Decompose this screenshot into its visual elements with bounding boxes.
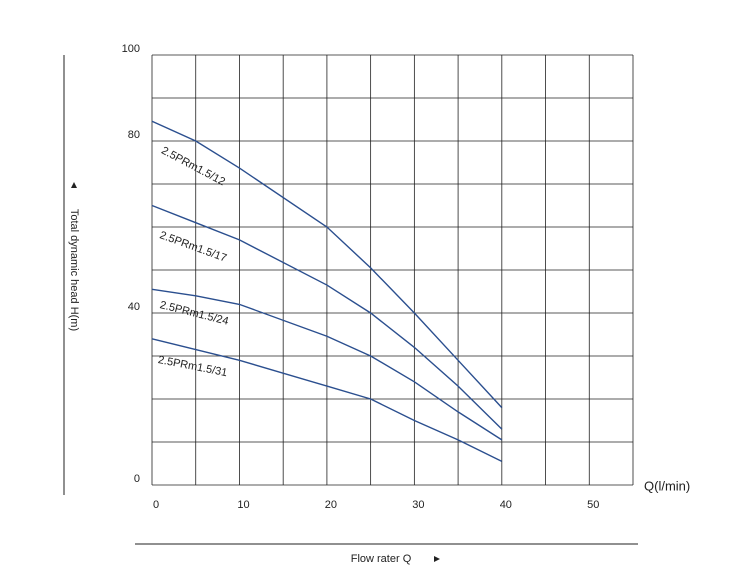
y-axis-title: Total dynamic head H(m) xyxy=(68,209,80,331)
x-tick-label: 40 xyxy=(500,499,512,511)
x-tick-label: 30 xyxy=(412,499,424,511)
x-axis-title: Flow rater Q xyxy=(351,553,412,565)
x-tick-label: 10 xyxy=(237,499,249,511)
curve-label: 2.5PRm1.5/31 xyxy=(157,354,228,379)
curve xyxy=(151,338,503,462)
y-axis-title-group: Total dynamic head H(m) xyxy=(68,182,80,331)
curve-label: 2.5PRm1.5/17 xyxy=(158,229,228,264)
curve xyxy=(151,120,503,409)
y-tick-label: 0 xyxy=(134,473,140,485)
x-unit-label: Q(l/min) xyxy=(644,478,690,493)
x-tick-label: 0 xyxy=(153,499,159,511)
y-tick-label: 40 xyxy=(128,301,140,313)
curve-label: 2.5PRm1.5/12 xyxy=(159,145,227,189)
y-axis-arrow xyxy=(71,182,77,188)
curve xyxy=(151,288,503,441)
curve-label: 2.5PRm1.5/24 xyxy=(159,299,230,328)
y-tick-label: 100 xyxy=(122,43,140,55)
curve xyxy=(151,204,503,430)
x-tick-label: 20 xyxy=(325,499,337,511)
y-tick-label: 80 xyxy=(128,129,140,141)
x-axis-arrow xyxy=(434,556,440,562)
x-tick-label: 50 xyxy=(587,499,599,511)
